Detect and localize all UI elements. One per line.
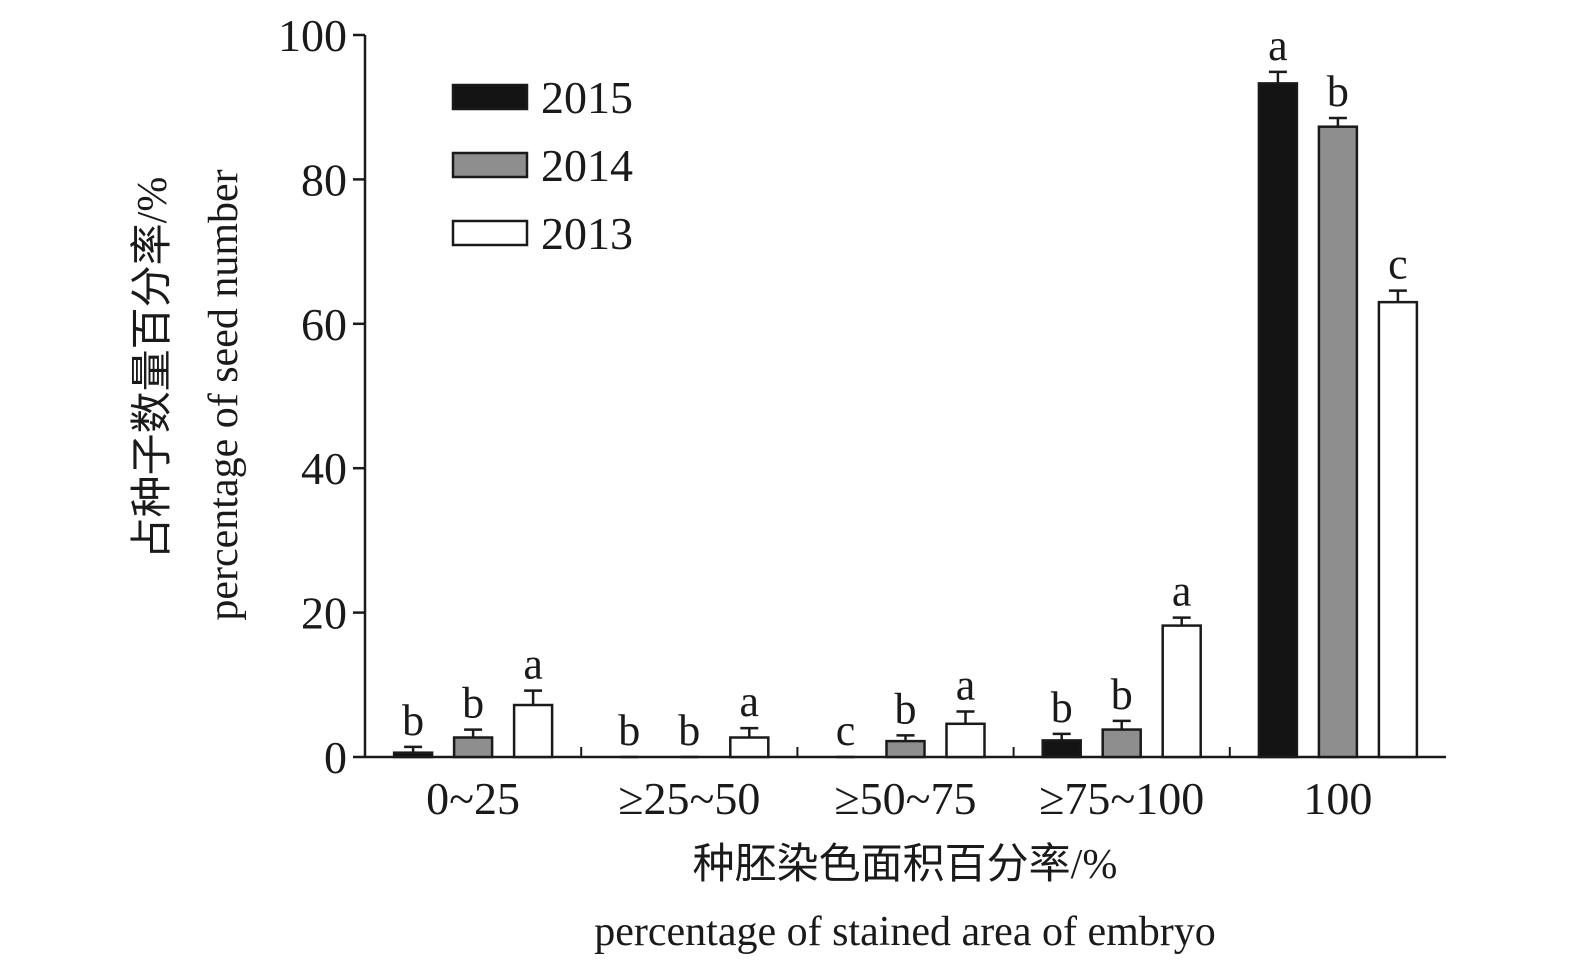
x-tick-label: 100 — [1303, 773, 1372, 824]
x-axis-title: 种胚染色面积百分率/% — [693, 841, 1118, 888]
significance-letter: b — [1051, 683, 1073, 732]
x-tick-label: ≥75~100 — [1039, 773, 1204, 824]
y-tick-label: 60 — [301, 299, 347, 350]
significance-letter: a — [956, 661, 976, 710]
y-ticks: 0 20 40 60 80 100 — [278, 10, 365, 783]
bar-2014-0 — [452, 736, 494, 759]
significance-letter: b — [402, 696, 424, 745]
bar-2013-3 — [1161, 624, 1202, 759]
legend-swatch-2013 — [451, 219, 529, 247]
legend-label: 2015 — [541, 72, 633, 123]
legend-swatch-2014 — [451, 151, 529, 179]
bar-2014-3 — [1101, 728, 1142, 759]
bar-2013-2 — [945, 722, 986, 759]
y-tick-label: 40 — [301, 443, 347, 494]
significance-letter: c — [1388, 240, 1408, 289]
bar-2015-3 — [1041, 739, 1082, 759]
y-tick-label: 80 — [301, 154, 347, 205]
significance-letter: a — [740, 677, 760, 726]
x-axis-title-en: percentage of stained area of embryo — [594, 909, 1216, 955]
bar-2014-4 — [1317, 125, 1359, 759]
significance-letter: b — [462, 679, 484, 728]
significance-letter: b — [1327, 67, 1349, 116]
significance-letter: b — [678, 706, 700, 755]
legend-label: 2014 — [541, 140, 633, 191]
bar-2014-2 — [885, 739, 926, 759]
bar-2013-1 — [729, 736, 770, 759]
significance-letter: b — [1111, 670, 1133, 719]
x-tick-label: 0~25 — [426, 773, 520, 824]
legend-swatch-2015 — [451, 83, 529, 111]
significance-letter: b — [618, 706, 640, 755]
significance-letter: b — [895, 684, 917, 733]
y-axis-title-en: percentage of seed number — [201, 169, 247, 620]
legend-label: 2013 — [541, 208, 633, 259]
legend: 2015 2014 2013 — [451, 72, 633, 259]
significance-letter: a — [523, 640, 543, 689]
x-ticks: 0~25 ≥25~50 ≥50~75 ≥75~100 100 — [426, 747, 1372, 824]
x-tick-label: ≥25~50 — [618, 773, 760, 824]
significance-letter: a — [1268, 21, 1288, 70]
bar-2015-0 — [392, 751, 434, 759]
bar-2013-0 — [512, 703, 554, 759]
y-axis-title: 占种子数量百分率/% — [129, 177, 176, 560]
y-tick-label: 0 — [324, 732, 347, 783]
x-tick-label: ≥50~75 — [834, 773, 976, 824]
significance-letter: c — [836, 706, 856, 755]
significance-letter: a — [1172, 567, 1192, 616]
bar-2015-4 — [1257, 82, 1299, 759]
y-tick-label: 100 — [278, 10, 347, 61]
y-tick-label: 20 — [301, 588, 347, 639]
bar-2013-4 — [1377, 300, 1419, 759]
